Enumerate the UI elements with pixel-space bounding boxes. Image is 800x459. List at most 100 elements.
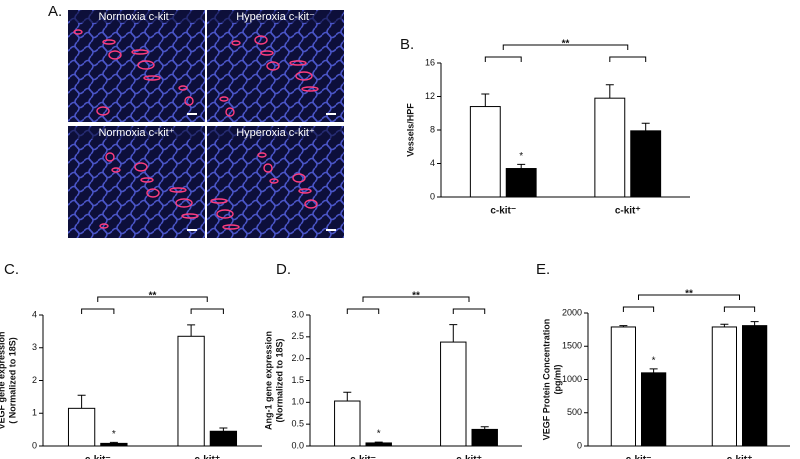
micrograph-label: Normoxia c-kit⁺ bbox=[98, 127, 174, 139]
y-tick-label: 2.5 bbox=[291, 331, 304, 341]
bar bbox=[610, 326, 637, 447]
micrograph bbox=[207, 10, 344, 122]
y-tick-label: 3 bbox=[32, 342, 37, 352]
bar bbox=[471, 428, 498, 447]
y-tick-label: 0.0 bbox=[291, 440, 304, 450]
y-tick-label: 3.0 bbox=[291, 309, 304, 319]
y-tick-label: 1500 bbox=[562, 341, 582, 351]
bar bbox=[177, 335, 205, 447]
significance: * bbox=[377, 429, 381, 440]
vessel bbox=[266, 61, 280, 71]
y-tick-label: 4 bbox=[430, 158, 435, 168]
bar bbox=[469, 106, 501, 198]
y-tick-label: 0.5 bbox=[291, 419, 304, 429]
vessel bbox=[260, 50, 274, 56]
vessel bbox=[102, 39, 116, 45]
label-bg bbox=[70, 127, 203, 139]
micrograph-label: Hyperoxia c-kit⁺ bbox=[236, 127, 315, 139]
vessel bbox=[137, 60, 155, 70]
vessel bbox=[254, 35, 268, 45]
y-tick-label: 12 bbox=[425, 91, 435, 101]
x-tick-label: c-kit⁻ bbox=[490, 206, 516, 217]
vessel bbox=[143, 75, 161, 81]
vessel bbox=[108, 50, 122, 60]
vessel bbox=[301, 86, 319, 92]
y-tick-label: 1000 bbox=[562, 374, 582, 384]
label-bg bbox=[209, 11, 342, 23]
bar bbox=[742, 325, 768, 447]
error-bar bbox=[605, 84, 614, 99]
vessel bbox=[304, 199, 318, 209]
vessel bbox=[169, 187, 187, 193]
vessel bbox=[292, 173, 306, 183]
bar bbox=[365, 442, 392, 447]
vessel bbox=[222, 224, 240, 230]
error-bar bbox=[109, 441, 118, 444]
y-axis-label: (pg/ml) bbox=[552, 365, 562, 395]
bracket bbox=[723, 306, 756, 312]
panel-label: C. bbox=[4, 261, 19, 278]
y-tick-label: 2000 bbox=[562, 307, 582, 317]
vessel bbox=[111, 167, 121, 173]
bracket bbox=[609, 56, 647, 62]
vessel bbox=[175, 198, 193, 208]
label-bg bbox=[70, 11, 203, 23]
y-axis-label: Vessels/HPF bbox=[405, 103, 415, 157]
vessel bbox=[140, 177, 154, 183]
bar bbox=[641, 372, 667, 447]
bracket bbox=[452, 308, 486, 314]
bracket bbox=[638, 294, 740, 300]
y-tick-label: 8 bbox=[430, 124, 435, 134]
bracket bbox=[362, 296, 470, 302]
y-tick-label: 1.5 bbox=[291, 375, 304, 385]
vessel bbox=[178, 85, 188, 91]
error-bar bbox=[619, 325, 628, 327]
significance: * bbox=[519, 151, 523, 162]
panel-label: B. bbox=[400, 36, 414, 53]
panel-label: E. bbox=[536, 261, 550, 278]
y-tick-label: 2 bbox=[32, 375, 37, 385]
error-bar bbox=[517, 163, 526, 169]
vessel bbox=[146, 188, 160, 198]
significance: * bbox=[112, 429, 116, 440]
error-bar bbox=[374, 441, 383, 443]
bracket bbox=[622, 306, 655, 312]
error-bar bbox=[649, 368, 658, 373]
vessel bbox=[263, 163, 273, 173]
y-tick-label: 16 bbox=[425, 57, 435, 67]
bar bbox=[630, 130, 662, 198]
micrograph bbox=[68, 10, 205, 122]
error-bar bbox=[343, 391, 352, 402]
panel-label: A. bbox=[48, 3, 62, 20]
bar bbox=[209, 430, 238, 447]
panel-label: D. bbox=[276, 261, 291, 278]
error-bar bbox=[641, 122, 650, 131]
y-tick-label: 1 bbox=[32, 408, 37, 418]
bracket bbox=[484, 56, 522, 62]
micrograph bbox=[68, 126, 205, 238]
y-axis-label: VEGF gene expression bbox=[0, 331, 6, 429]
y-tick-label: 0 bbox=[430, 191, 435, 201]
y-tick-label: 4 bbox=[32, 309, 37, 319]
vessel bbox=[216, 209, 234, 219]
error-bar bbox=[77, 394, 86, 409]
y-axis-label: VEGF Protein Concentration bbox=[541, 319, 551, 441]
y-tick-label: 0 bbox=[32, 440, 37, 450]
bracket bbox=[190, 308, 224, 314]
bracket bbox=[97, 296, 208, 302]
vessel bbox=[105, 152, 115, 162]
vessel bbox=[289, 60, 307, 66]
y-axis-label: ( Normalized to 18S) bbox=[7, 337, 17, 424]
vessel bbox=[219, 96, 229, 102]
error-bar bbox=[219, 427, 228, 432]
micrographs: Normoxia c-kit⁻ Hyperoxia c-kit⁻ Normoxia … bbox=[68, 10, 344, 238]
bar bbox=[505, 168, 537, 198]
vessel bbox=[134, 162, 148, 172]
bracket bbox=[81, 308, 115, 314]
micrograph bbox=[207, 126, 344, 238]
label-bg bbox=[209, 127, 342, 139]
significance: ** bbox=[149, 291, 157, 302]
bar bbox=[440, 341, 467, 447]
x-tick-label: c-kit⁻ bbox=[626, 455, 652, 459]
